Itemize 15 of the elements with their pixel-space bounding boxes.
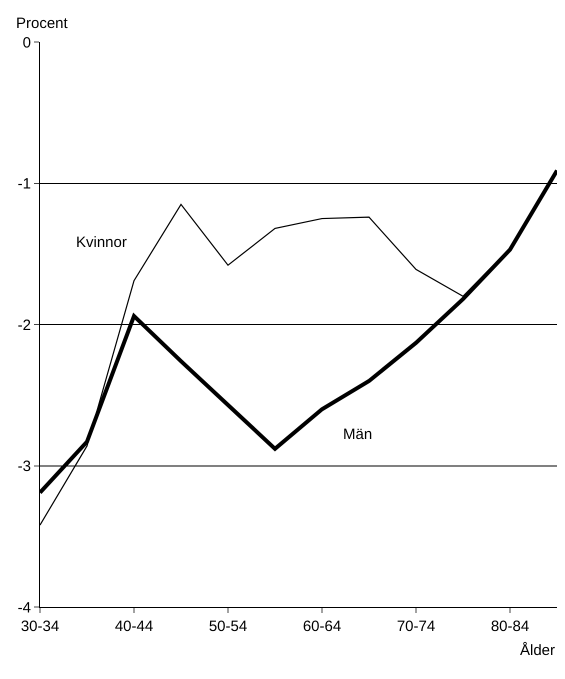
- x-tick-label: 40-44: [114, 618, 154, 635]
- y-axis-title: Procent: [16, 15, 69, 32]
- y-tick-label: -1: [18, 176, 31, 192]
- y-tick-label: -2: [18, 316, 31, 334]
- x-tick-label: 50-54: [208, 618, 248, 635]
- x-tick-label: 60-64: [302, 618, 342, 635]
- y-tick-label: -4: [18, 599, 31, 616]
- series-label: Män: [343, 426, 372, 443]
- series-label: Kvinnor: [76, 234, 127, 251]
- x-tick-label: 70-74: [396, 618, 436, 635]
- y-tick-label: -3: [18, 458, 31, 475]
- x-axis-title: Ålder: [520, 641, 556, 659]
- y-tick-label: 0: [22, 34, 31, 52]
- x-tick-label: 80-84: [490, 618, 530, 635]
- x-tick-label: 30-34: [20, 618, 60, 635]
